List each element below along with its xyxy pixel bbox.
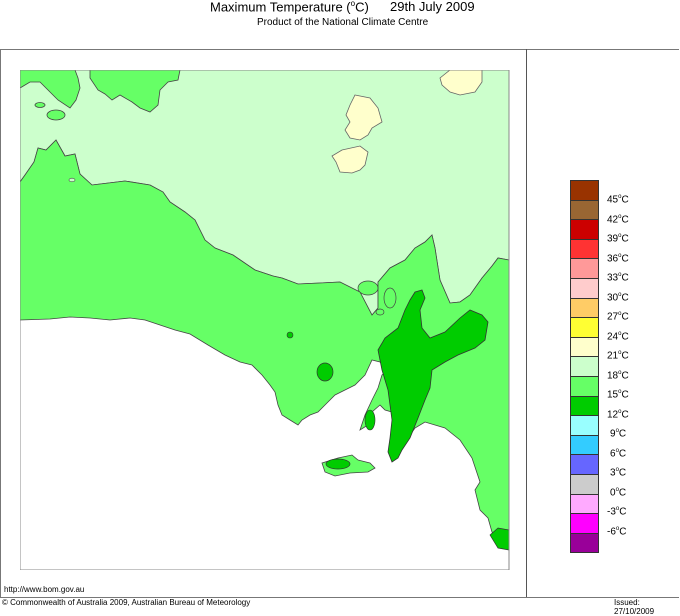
legend-bin (570, 336, 599, 357)
legend-bin (570, 532, 599, 554)
legend-bin (570, 473, 599, 494)
legend-label: 24oC (607, 331, 629, 343)
header: Maximum Temperature (oC) 29th July 2009 … (0, 0, 680, 28)
legend-bin (570, 375, 599, 396)
legend-label: 36oC (607, 253, 629, 265)
legend-bin (570, 219, 599, 239)
map-date: 29th July 2009 (390, 0, 475, 14)
legend-bin (570, 493, 599, 514)
copyright-text: © Commonwealth of Australia 2009, Austra… (2, 598, 251, 607)
region-12-15-ranges (377, 289, 489, 463)
bom-url: http://www.bom.gov.au (4, 585, 85, 594)
legend-label: 3oC (610, 467, 627, 479)
legend-label: 21oC (607, 350, 629, 362)
temperature-map (20, 70, 510, 570)
legend-bin (570, 199, 599, 220)
legend-bin (570, 454, 599, 474)
map-subtitle: Product of the National Climate Centre (257, 17, 429, 28)
legend-label: 45oC (607, 194, 629, 206)
legend-label: 33oC (607, 272, 629, 284)
legend-label: 0oC (610, 487, 627, 499)
legend-bin (570, 297, 599, 318)
legend-label: 18oC (607, 370, 629, 382)
region-15-18-north (89, 70, 181, 113)
legend-label: 39oC (607, 233, 629, 245)
legend-bin (570, 415, 599, 435)
region-15-18-main (20, 139, 510, 541)
region-21-24-central-a (344, 94, 383, 141)
title-text: Maximum Temperature ( (210, 0, 351, 15)
region-15-18-nw (20, 70, 81, 109)
legend-bin (570, 434, 599, 455)
legend-label: 6oC (610, 448, 627, 460)
color-legend (570, 180, 599, 554)
title-unit: C) (355, 0, 369, 15)
legend-bin (570, 238, 599, 259)
legend-label: 27oC (607, 311, 629, 323)
region-21-24-north (439, 70, 483, 96)
region-21-24-central-b (331, 145, 369, 174)
legend-bin (570, 277, 599, 298)
legend-label: 30oC (607, 292, 629, 304)
legend-bin (570, 356, 599, 376)
patch-nw-island (46, 109, 66, 121)
map-frame (0, 49, 679, 598)
patch-12-15-eyre (316, 362, 334, 382)
patch-nw-small (34, 102, 46, 108)
patch-12-15-ki (325, 458, 351, 470)
legend-label: 15oC (607, 389, 629, 401)
legend-bin (570, 258, 599, 278)
legend-divider (526, 49, 527, 597)
legend-label: 12oC (607, 409, 629, 421)
legend-label: 42oC (607, 214, 629, 226)
map-title: Maximum Temperature (oC) (210, 0, 369, 14)
issued-date: Issued: 27/10/2009 (614, 598, 655, 616)
degree-sup: o (350, 0, 356, 8)
legend-bin (570, 513, 599, 533)
legend-bin (570, 395, 599, 416)
legend-label: 9oC (610, 428, 627, 440)
legend-bin (570, 317, 599, 337)
legend-bin (570, 180, 599, 200)
legend-label: -6oC (607, 526, 627, 538)
legend-label: -3oC (607, 506, 627, 518)
